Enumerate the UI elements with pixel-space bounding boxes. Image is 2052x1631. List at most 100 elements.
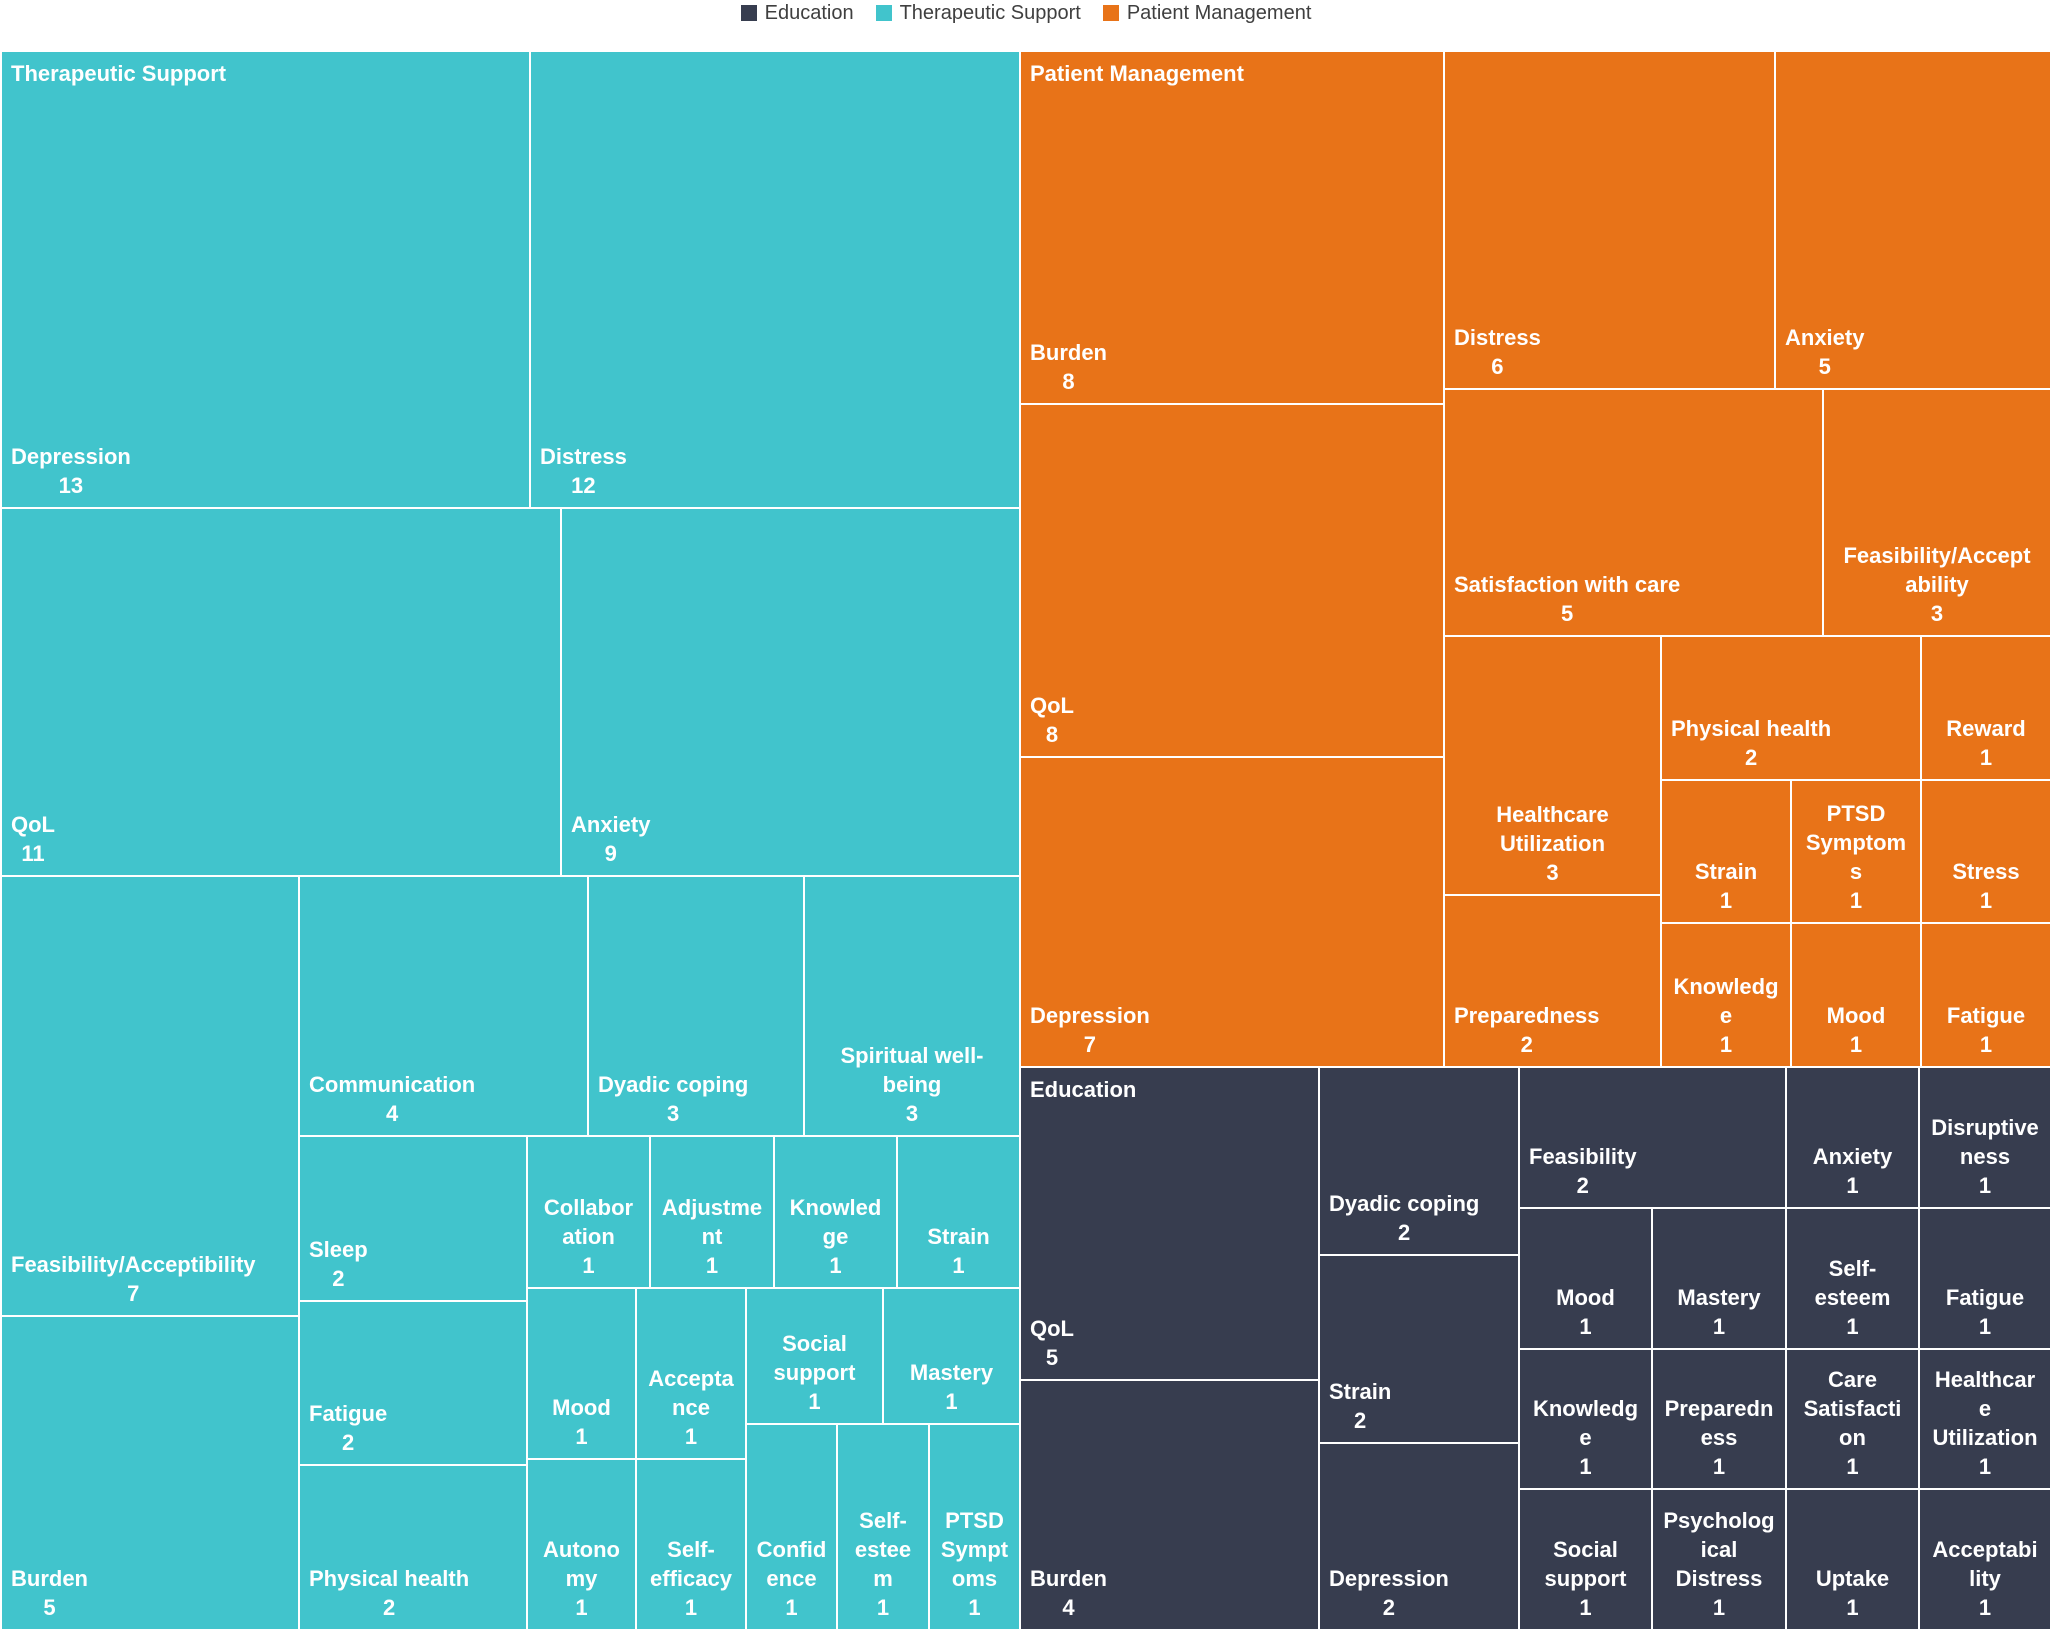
- treemap-cell-therapeutic-support-fatigue[interactable]: [298, 1300, 528, 1466]
- treemap-value: 1: [1846, 1173, 1859, 1198]
- treemap-label-text: QoL: [11, 812, 55, 837]
- treemap-cell-education-acceptabi-lity[interactable]: [1918, 1488, 2052, 1631]
- treemap-cell-education-self-esteem[interactable]: [1785, 1207, 1920, 1350]
- treemap-cell-therapeutic-support-ptsd-sympt-oms[interactable]: [928, 1423, 1021, 1631]
- treemap-label-text: Acceptabi: [1932, 1537, 2038, 1562]
- treemap-cell-therapeutic-support-collabor-ation[interactable]: [526, 1135, 651, 1289]
- treemap-label-therapeutic-support-confid-ence: Confid ence 1: [750, 1535, 833, 1622]
- treemap-label-text: Spiritual well-: [840, 1043, 984, 1068]
- treemap-cell-education-mood[interactable]: [1518, 1207, 1653, 1350]
- treemap-cell-education-strain[interactable]: [1318, 1254, 1520, 1444]
- treemap-cell-patient-management-depression[interactable]: [1019, 756, 1445, 1068]
- treemap-cell-therapeutic-support-self-estee-m[interactable]: [836, 1423, 930, 1631]
- treemap-cell-therapeutic-support-physical-health[interactable]: [298, 1464, 528, 1631]
- treemap-label-therapeutic-support-fatigue: Fatigue 2: [303, 1399, 529, 1457]
- treemap-label-text: my: [565, 1566, 598, 1591]
- treemap-cell-patient-management-strain[interactable]: [1660, 779, 1792, 924]
- treemap-cell-therapeutic-support-mastery[interactable]: [882, 1287, 1021, 1425]
- treemap-cell-education-social-support[interactable]: [1518, 1488, 1653, 1631]
- treemap-value: 3: [667, 1101, 680, 1126]
- treemap-label-therapeutic-support-autono-my: Autono my 1: [531, 1535, 632, 1622]
- treemap-cell-education-knowledg-e[interactable]: [1518, 1348, 1653, 1490]
- treemap-cell-therapeutic-support-distress[interactable]: [529, 50, 1021, 509]
- treemap-label-therapeutic-support-depression: Depression 13: [5, 442, 532, 500]
- treemap-value: 2: [1354, 1408, 1367, 1433]
- treemap-label-patient-management-reward: Reward 1: [1925, 714, 2047, 772]
- treemap-cell-patient-management-fatigue[interactable]: [1920, 922, 2052, 1068]
- treemap-cell-patient-management-distress[interactable]: [1443, 50, 1776, 390]
- legend-item-patient-management[interactable]: Patient Management: [1102, 2, 1311, 25]
- treemap-cell-education-feasibility[interactable]: [1518, 1066, 1787, 1209]
- legend-label-education: Education: [764, 1, 854, 24]
- treemap-cell-patient-management-stress[interactable]: [1920, 779, 2052, 924]
- treemap-cell-therapeutic-support-adjustme-nt[interactable]: [649, 1135, 775, 1289]
- treemap-label-patient-management-qol: QoL 8: [1024, 691, 1446, 749]
- treemap-cell-therapeutic-support-autono-my[interactable]: [526, 1458, 637, 1631]
- treemap-label-text: ation: [562, 1224, 615, 1249]
- treemap-cell-patient-management-reward[interactable]: [1920, 635, 2052, 781]
- treemap-cell-education-anxiety[interactable]: [1785, 1066, 1920, 1209]
- treemap-value: 7: [1083, 1032, 1097, 1057]
- treemap-cell-education-healthcar-e-utilization[interactable]: [1918, 1348, 2052, 1490]
- legend-item-therapeutic-support[interactable]: Therapeutic Support: [875, 2, 1081, 25]
- treemap-cell-therapeutic-support-social-support[interactable]: [745, 1287, 884, 1425]
- treemap-cell-patient-management-healthcare-utilization[interactable]: [1443, 635, 1662, 896]
- treemap-label-education-acceptabi-lity: Acceptabi lity 1: [1923, 1535, 2047, 1622]
- treemap-cell-patient-management-ptsd-symptom-s[interactable]: [1790, 779, 1922, 924]
- treemap-label-text: support: [1544, 1566, 1627, 1591]
- treemap-cell-education-psycholog-ical-distress[interactable]: [1651, 1488, 1787, 1631]
- treemap-value: 3: [1930, 601, 1944, 626]
- treemap-label-text: Social: [1553, 1537, 1618, 1562]
- treemap-value: 1: [1712, 1454, 1726, 1479]
- treemap-label-text: efficacy: [650, 1566, 732, 1591]
- treemap-label-therapeutic-support-anxiety: Anxiety 9: [565, 810, 1022, 868]
- treemap-cell-education-qol[interactable]: [1019, 1066, 1320, 1381]
- chart-legend: Education Therapeutic Support Patient Ma…: [0, 0, 2052, 26]
- treemap-label-text: Strain: [927, 1224, 990, 1249]
- treemap-cell-therapeutic-support-accepta-nce[interactable]: [635, 1287, 747, 1460]
- treemap-cell-education-disruptive-ness[interactable]: [1918, 1066, 2052, 1209]
- treemap-value: 11: [21, 841, 45, 866]
- legend-swatch-patient-management: [1102, 5, 1119, 21]
- treemap-label-text: Self-: [1828, 1256, 1877, 1281]
- treemap-cell-education-burden[interactable]: [1019, 1379, 1320, 1631]
- treemap-value: 2: [382, 1595, 396, 1620]
- treemap-value: 5: [1045, 1345, 1059, 1370]
- treemap-cell-patient-management-knowledg-e[interactable]: [1660, 922, 1792, 1068]
- treemap-cell-therapeutic-support-dyadic-coping[interactable]: [587, 875, 805, 1137]
- treemap-label-text: PTSD: [945, 1508, 1004, 1533]
- treemap-label-text: ess: [1700, 1425, 1738, 1450]
- treemap-cell-therapeutic-support-knowled-ge[interactable]: [773, 1135, 898, 1289]
- treemap-cell-therapeutic-support-burden[interactable]: [0, 1315, 300, 1631]
- treemap-cell-therapeutic-support-depression[interactable]: [0, 50, 531, 509]
- treemap-cell-therapeutic-support-anxiety[interactable]: [560, 507, 1021, 877]
- treemap-value: 1: [1979, 1032, 1993, 1057]
- treemap-cell-education-depression[interactable]: [1318, 1442, 1520, 1631]
- treemap-cell-therapeutic-support-confid-ence[interactable]: [745, 1423, 838, 1631]
- treemap-label-therapeutic-support-mastery: Mastery 1: [887, 1358, 1016, 1416]
- treemap-cell-education-fatigue[interactable]: [1918, 1207, 2052, 1350]
- treemap-value: 2: [332, 1266, 345, 1291]
- treemap-cell-patient-management-burden[interactable]: [1019, 50, 1445, 405]
- treemap-label-education-self-esteem: Self-esteem 1: [1790, 1254, 1915, 1341]
- treemap-label-text: nce: [672, 1395, 710, 1420]
- treemap-label-text: support: [773, 1360, 856, 1385]
- treemap-cell-therapeutic-support-communication[interactable]: [298, 875, 589, 1137]
- treemap-label-text: ability: [1905, 572, 1969, 597]
- treemap-cell-therapeutic-support-spiritual-well-being[interactable]: [803, 875, 1021, 1137]
- treemap-cell-patient-management-anxiety[interactable]: [1774, 50, 2052, 390]
- treemap-cell-therapeutic-support-sleep[interactable]: [298, 1135, 528, 1302]
- treemap-label-text: e: [1579, 1425, 1592, 1450]
- treemap-label-text: m: [873, 1566, 893, 1591]
- treemap-cell-therapeutic-support-strain[interactable]: [896, 1135, 1021, 1289]
- treemap-value: 4: [385, 1101, 399, 1126]
- treemap-label-education-care-satisfacti-on: Care Satisfacti on 1: [1790, 1365, 1915, 1481]
- treemap-cell-patient-management-qol[interactable]: [1019, 403, 1445, 758]
- treemap-value: 1: [945, 1389, 958, 1414]
- treemap-cell-therapeutic-support-feasibility-acceptibility[interactable]: [0, 875, 300, 1317]
- treemap-label-education-feasibility: Feasibility 2: [1523, 1142, 1788, 1200]
- treemap-cell-education-preparedn-ess[interactable]: [1651, 1348, 1787, 1490]
- legend-item-education[interactable]: Education: [740, 1, 854, 25]
- treemap-label-education-dyadic-coping: Dyadic coping 2: [1323, 1189, 1521, 1247]
- treemap-cell-education-mastery[interactable]: [1651, 1207, 1787, 1350]
